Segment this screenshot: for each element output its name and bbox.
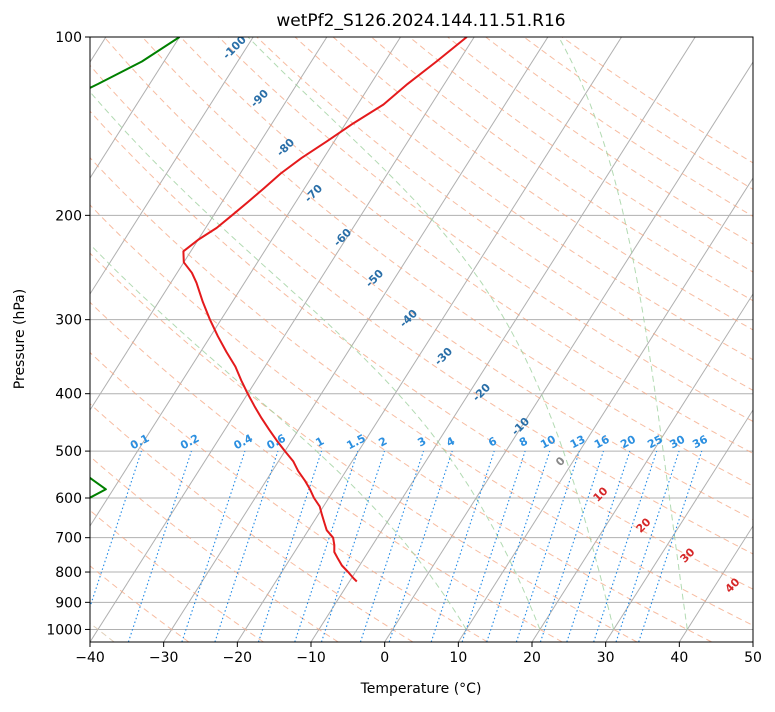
y-tick-label: 100 [55,30,82,46]
x-tick-label: −30 [149,650,179,666]
y-tick-label: 900 [55,595,82,611]
y-tick-label: 200 [55,208,82,224]
y-tick-label: 500 [55,444,82,460]
x-tick-label: −40 [75,650,105,666]
x-tick-label: −20 [223,650,253,666]
x-tick-label: −10 [296,650,326,666]
x-tick-label: 0 [380,650,389,666]
x-tick-label: 40 [670,650,688,666]
y-tick-label: 700 [55,531,82,547]
y-axis-label: Pressure (hPa) [12,289,28,389]
x-axis-label: Temperature (°C) [360,681,482,697]
y-tick-label: 300 [55,313,82,329]
x-tick-label: 10 [449,650,467,666]
x-tick-label: 20 [523,650,541,666]
y-tick-label: 1000 [46,622,82,638]
chart-title: wetPf2_S126.2024.144.11.51.R16 [276,11,565,31]
y-tick-label: 800 [55,565,82,581]
y-tick-label: 600 [55,491,82,507]
x-tick-label: 50 [744,650,762,666]
x-tick-label: 30 [597,650,615,666]
y-tick-label: 400 [55,387,82,403]
